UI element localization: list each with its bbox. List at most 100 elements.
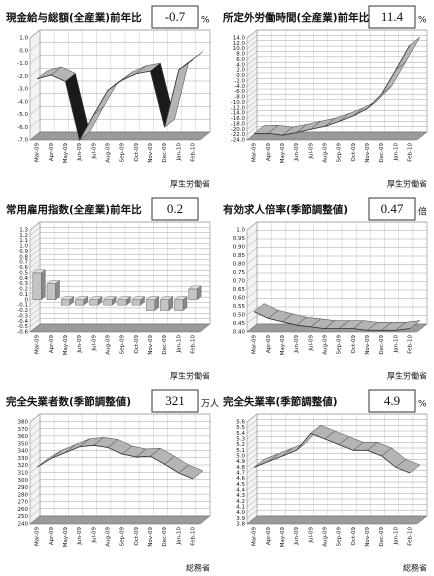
grid-line (246, 419, 427, 428)
y-tick-label: 3.9 (236, 516, 245, 522)
y-tick-label: 4.6 (236, 476, 245, 482)
x-tick-label: Jun-09 (294, 335, 300, 354)
x-tick-label: Oct-09 (351, 335, 357, 354)
y-tick-label: 0.6 (19, 265, 28, 271)
x-tick-label: Aug-09 (105, 335, 111, 355)
line (36, 444, 194, 480)
y-tick-label: 4.3 (236, 493, 245, 499)
headline-unit: % (201, 16, 210, 26)
line (254, 44, 411, 136)
line (253, 311, 410, 331)
headline-box (151, 5, 199, 29)
headline-box (368, 389, 416, 413)
chart-title: 所定外労働時間(全産業)前年比 (223, 11, 370, 24)
x-tick-label: Aug-09 (105, 527, 111, 547)
headline-value: 321 (165, 393, 185, 408)
y-tick-label: 0.50 (233, 313, 246, 319)
y-tick-label: 0.80 (233, 262, 246, 268)
grid-line (29, 413, 210, 423)
y-tick-label: 5.4 (236, 431, 245, 437)
line (253, 432, 411, 474)
bar (75, 299, 85, 306)
y-tick-label: 4.8 (236, 465, 245, 471)
y-tick-label: 4.2 (236, 499, 245, 505)
y-tick-label: 0.55 (233, 304, 246, 310)
grid-line (29, 253, 210, 263)
source: 厚生労働省 (170, 179, 210, 189)
bar (46, 283, 56, 300)
y-tick-label: -4.0 (234, 84, 245, 90)
x-tick-label: Apr-09 (49, 335, 55, 354)
y-tick-label: -6.0 (234, 89, 245, 95)
grid-line (29, 93, 210, 102)
y-tick-label: 1.0 (19, 36, 28, 42)
headline-unit: % (418, 400, 427, 410)
x-tick-label: Dec-09 (162, 335, 168, 355)
y-tick-label: -0.5 (17, 324, 28, 330)
grid-line (246, 487, 427, 496)
y-tick-label: 4.9 (236, 459, 245, 465)
y-tick-label: 0.3 (19, 281, 28, 287)
x-tick-label: Apr-09 (266, 143, 272, 162)
bar (89, 299, 99, 306)
headline-unit: % (418, 16, 427, 26)
x-tick-label: Nov-09 (365, 527, 371, 547)
y-tick-label: -0.1 (17, 303, 28, 309)
grid-line (29, 421, 210, 430)
x-tick-label: Dec-09 (379, 143, 385, 163)
grid-line (246, 470, 427, 479)
x-tick-label: Jun-09 (77, 143, 83, 162)
grid-line (29, 493, 210, 503)
grid-line (246, 264, 427, 273)
grid-line (246, 94, 427, 103)
y-tick-label: 0.5 (19, 270, 28, 276)
y-tick-label: 300 (18, 478, 29, 484)
grid-line (246, 315, 427, 324)
line (36, 59, 194, 142)
x-tick-label: Oct-09 (351, 527, 357, 546)
x-tick-label: Aug-09 (105, 143, 111, 163)
y-tick-label: -22.0 (231, 132, 246, 138)
y-tick-label: -6.0 (17, 125, 28, 131)
grid-line (29, 227, 210, 236)
grid-line (29, 29, 210, 39)
grid-line (246, 56, 427, 66)
grid-line (29, 486, 210, 496)
grid-line (29, 442, 210, 452)
x-tick-label: Feb-10 (190, 527, 196, 546)
y-tick-label: 240 (18, 522, 29, 528)
headline-unit: 倍 (418, 206, 427, 218)
x-tick-label: Nov-09 (148, 143, 154, 163)
grid-line (246, 35, 427, 44)
y-tick-label: 0.95 (233, 236, 246, 242)
x-tick-label: Apr-09 (49, 143, 55, 162)
grid-line (246, 88, 427, 98)
y-tick-label: 1.0 (236, 228, 245, 234)
x-tick-label: Dec-09 (379, 527, 385, 547)
grid-line (29, 221, 210, 231)
y-tick-label: -2.0 (234, 78, 245, 84)
chart-title: 有効求人倍率(季節調整値) (223, 203, 348, 216)
y-tick-label: 290 (18, 485, 29, 491)
y-tick-label: 260 (18, 507, 29, 513)
chart-title: 完全失業率(季節調整値) (223, 395, 338, 408)
bar (131, 299, 141, 306)
y-tick-label: 0.8 (19, 254, 28, 260)
headline-value: 4.9 (384, 393, 400, 408)
grid-line (246, 430, 427, 440)
x-tick-label: Jan-10 (393, 335, 399, 354)
x-tick-label: Feb-10 (190, 143, 196, 162)
y-tick-label: -16.0 (231, 116, 246, 122)
grid-line (246, 121, 427, 130)
grid-line (29, 237, 210, 247)
floor (246, 515, 428, 525)
floor (29, 515, 211, 525)
grid-line (246, 281, 427, 290)
x-tick-label: Sep-09 (337, 335, 343, 355)
y-tick-label: 1.3 (19, 228, 28, 234)
bar (103, 299, 113, 306)
grid-line (29, 243, 210, 252)
y-tick-label: -14.0 (231, 111, 246, 117)
